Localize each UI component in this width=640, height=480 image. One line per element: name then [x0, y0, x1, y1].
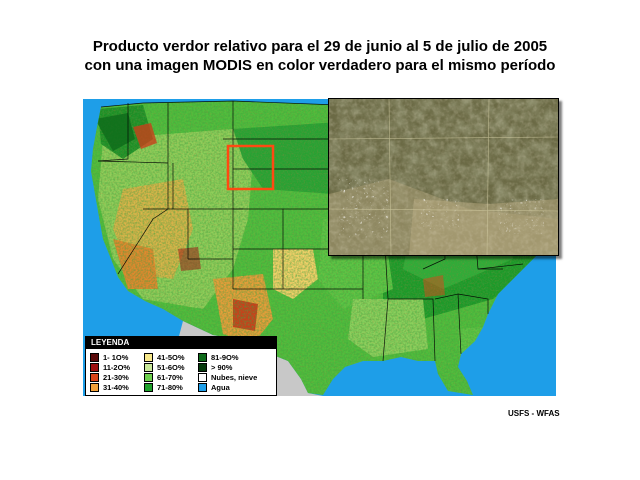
- legend-label: 51-6O%: [157, 362, 185, 372]
- highlight-area-box: [226, 144, 275, 191]
- legend-item: 11-2O%: [90, 362, 130, 372]
- legend-label: 31-40%: [103, 382, 129, 392]
- legend-swatch: [144, 352, 153, 362]
- legend-label: Agua: [211, 382, 230, 392]
- legend-swatch: [198, 362, 207, 372]
- legend-label: Nubes, nieve: [211, 372, 258, 382]
- legend-item: 1- 1O%: [90, 352, 130, 362]
- legend-swatch: [90, 362, 99, 372]
- legend-column-1: 1- 1O% 11-2O% 21-30% 31-40%: [90, 352, 130, 392]
- source-credit: USFS - WFAS: [508, 409, 560, 418]
- legend-item: 21-30%: [90, 372, 130, 382]
- title-line-2: con una imagen MODIS en color verdadero …: [84, 57, 556, 74]
- legend-swatch: [90, 352, 99, 362]
- modis-true-color-inset: [328, 98, 559, 256]
- legend-item: 81-9O%: [198, 352, 257, 362]
- legend-item: Agua: [198, 382, 257, 392]
- legend-label: 41-5O%: [157, 352, 185, 362]
- title-line-1: Producto verdor relativo para el 29 de j…: [92, 38, 548, 55]
- legend-header: LEYENDA: [86, 337, 276, 349]
- legend: LEYENDA 1- 1O% 11-2O% 21-30% 31-40%: [85, 336, 277, 396]
- legend-swatch: [198, 352, 207, 362]
- legend-swatch: [198, 382, 207, 392]
- legend-swatch: [144, 372, 153, 382]
- legend-item: 71-80%: [144, 382, 185, 392]
- legend-label: 11-2O%: [103, 362, 131, 372]
- legend-item: 61-70%: [144, 372, 185, 382]
- legend-label: > 90%: [211, 362, 233, 372]
- legend-label: 81-9O%: [211, 352, 239, 362]
- legend-item: 31-40%: [90, 382, 130, 392]
- legend-swatch: [90, 382, 99, 392]
- legend-label: 1- 1O%: [103, 352, 129, 362]
- legend-item: Nubes, nieve: [198, 372, 257, 382]
- legend-swatch: [198, 372, 207, 382]
- legend-item: 51-6O%: [144, 362, 185, 372]
- legend-column-3: 81-9O% > 90% Nubes, nieve Agua: [198, 352, 257, 392]
- legend-item: > 90%: [198, 362, 257, 372]
- legend-column-2: 41-5O% 51-6O% 61-70% 71-80%: [144, 352, 185, 392]
- legend-label: 71-80%: [157, 382, 183, 392]
- legend-label: 61-70%: [157, 372, 183, 382]
- legend-swatch: [144, 362, 153, 372]
- legend-item: 41-5O%: [144, 352, 185, 362]
- legend-swatch: [90, 372, 99, 382]
- legend-swatch: [144, 382, 153, 392]
- legend-label: 21-30%: [103, 372, 129, 382]
